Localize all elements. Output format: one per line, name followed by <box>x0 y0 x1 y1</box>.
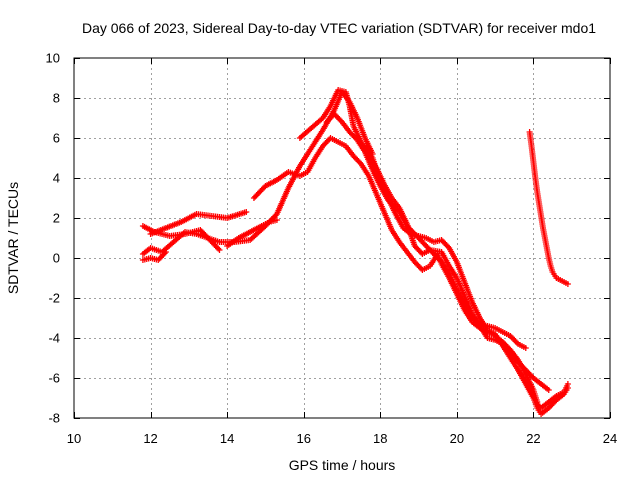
x-tick-label: 20 <box>450 431 464 446</box>
data-point <box>272 212 279 219</box>
data-point <box>545 387 552 393</box>
data-point <box>564 281 571 287</box>
x-axis-label: GPS time / hours <box>289 457 396 473</box>
y-tick-label: 10 <box>46 51 60 66</box>
data-point <box>444 243 451 250</box>
y-axis-label: SDTVAR / TECUs <box>5 182 21 294</box>
data-point <box>161 250 168 257</box>
data-point <box>513 339 520 346</box>
data-point <box>162 249 169 255</box>
data-point <box>243 209 250 215</box>
data-point <box>564 385 571 391</box>
data-point <box>437 257 444 264</box>
grid <box>74 58 610 418</box>
y-tick-label: -6 <box>48 371 60 386</box>
data-point <box>353 135 360 142</box>
y-tick-label: 2 <box>53 211 60 226</box>
x-tick-label: 14 <box>220 431 234 446</box>
data-point <box>356 159 363 166</box>
x-tick-label: 18 <box>373 431 387 446</box>
y-tick-label: -8 <box>48 411 60 426</box>
data-points <box>139 87 571 417</box>
y-tick-label: -4 <box>48 331 60 346</box>
x-tick-label: 12 <box>143 431 157 446</box>
y-tick-label: 6 <box>53 131 60 146</box>
chart-title: Day 066 of 2023, Sidereal Day-to-day VTE… <box>82 20 596 36</box>
x-tick-label: 16 <box>296 431 310 446</box>
x-tick-label: 24 <box>603 431 617 446</box>
y-tick-label: 4 <box>53 171 60 186</box>
data-point <box>215 245 222 252</box>
x-tick-label: 10 <box>67 431 81 446</box>
y-tick-label: -2 <box>48 291 60 306</box>
data-point <box>273 217 280 223</box>
data-point <box>216 247 223 253</box>
y-tick-label: 8 <box>53 91 60 106</box>
x-tick-label: 22 <box>526 431 540 446</box>
y-tick-label: 0 <box>53 251 60 266</box>
plot-frame <box>73 57 611 419</box>
data-point <box>522 345 529 351</box>
